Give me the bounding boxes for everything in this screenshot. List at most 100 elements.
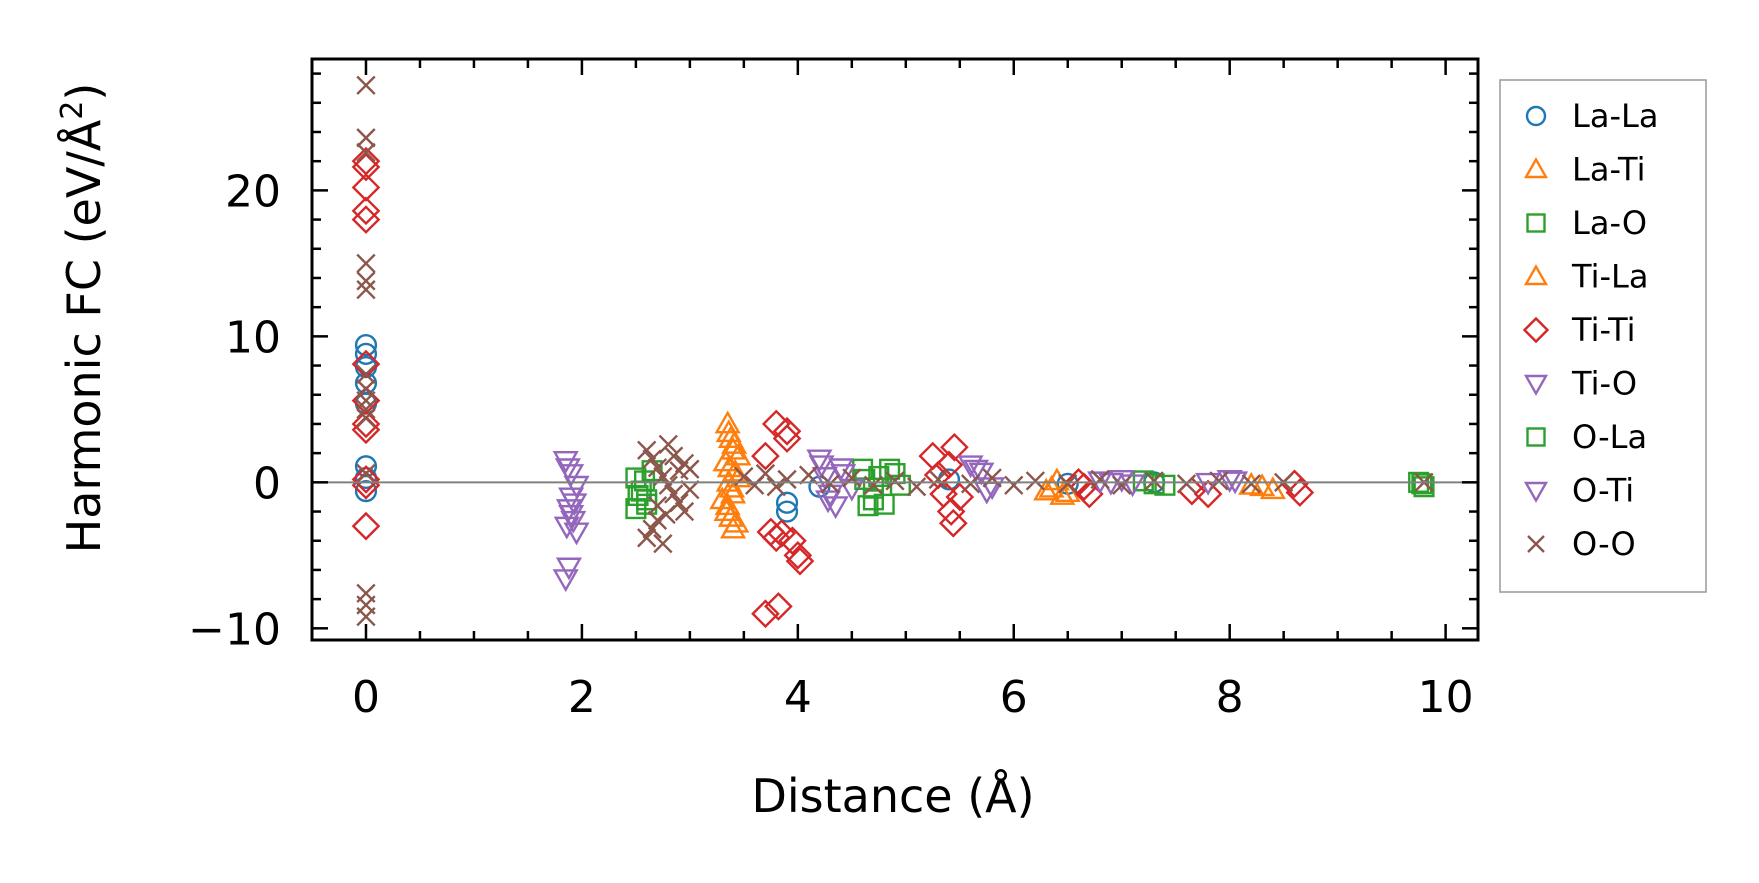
y-tick-labels: −10 0 10 20 [188,166,281,655]
data-point-ti-la [1038,474,1065,498]
y-tick-label: −10 [188,604,281,655]
data-point-ti-ti [751,599,780,629]
data-point-ti-o [957,455,984,479]
data-point-la-ti [1049,482,1076,505]
data-point-o-o [658,475,678,495]
legend-marker-la-ti [1523,157,1549,179]
data-point-o-ti [553,516,580,540]
series-la-o [625,458,1435,520]
x-tick-label: 8 [1216,672,1244,723]
y-tick-label: 0 [253,458,281,509]
plot-area [351,75,1435,629]
x-tick-labels: 0 2 4 6 8 10 [352,672,1474,723]
data-point-o-o [647,458,668,478]
data-point-o-o [1112,475,1132,495]
data-point-o-o [356,75,376,95]
data-point-o-ti [814,490,842,514]
data-point-o-ti [561,493,588,517]
legend-label: O-La [1572,418,1647,456]
data-point-ti-la [721,430,748,454]
data-point-la-ti [719,436,747,460]
data-point-la-o [1154,474,1176,496]
data-point-o-o [356,390,376,411]
data-point-la-la [775,500,799,523]
y-axis-title: Harmonic FC (eV/Å2) [55,83,111,554]
data-point-o-o [842,468,862,488]
data-point-ti-o [552,450,579,474]
data-point-o-la [879,458,901,480]
legend-box [1499,79,1707,593]
legend-label: Ti-La [1571,258,1648,296]
legend-marker-la-la [1525,105,1547,127]
data-point-o-o [356,128,376,148]
data-point-ti-ti [1285,478,1315,507]
data-point-la-la [354,480,378,503]
y-axis-title-close: ) [57,83,111,101]
data-point-ti-la [1249,473,1276,497]
data-point-ti-la [723,509,750,533]
data-point-ti-ti [785,546,815,576]
series-o-la [627,458,1433,515]
y-tick-label: 20 [225,166,281,217]
legend-label: Ti-Ti [1571,311,1636,349]
legend-label: La-La [1572,97,1658,135]
x-tick-label: 0 [352,672,380,723]
data-point-ti-ti [934,450,964,480]
data-point-la-la [354,334,378,357]
data-point-ti-ti [351,465,381,494]
data-point-o-o [356,463,376,484]
data-point-o-ti [558,505,585,528]
data-point-ti-o [555,557,583,581]
data-point-o-o [1004,475,1024,495]
series-ti-la [713,419,1276,533]
axis-ticks [310,59,1478,640]
data-point-o-o [356,142,376,163]
data-point-o-la [1143,473,1165,495]
data-point-la-la [775,491,799,514]
y-tick-label: 10 [225,312,281,363]
data-point-o-ti [554,458,581,482]
data-point-ti-ti [772,416,802,446]
series-o-o [356,75,1434,627]
data-point-la-la [354,342,378,365]
data-point-o-o [637,528,657,548]
legend-marker-o-ti [1523,481,1549,503]
data-point-ti-o [563,475,590,499]
data-point-o-o [664,484,684,504]
data-point-o-o [906,477,927,497]
data-point-o-o [674,453,695,474]
data-point-o-o [1176,474,1197,494]
legend-marker-ti-la [1523,264,1549,286]
data-point-ti-la [716,454,743,478]
legend-label: Ti-O [1571,365,1637,403]
series-ti-ti [351,146,1315,629]
data-point-la-la [354,455,378,478]
data-point-o-o [647,510,668,530]
data-point-o-o [356,364,376,384]
data-point-ti-o [1216,469,1243,493]
data-point-ti-ti [772,424,802,453]
data-point-ti-ti [938,508,968,538]
data-point-la-ti [725,442,752,466]
x-axis-title: Distance (Å) [751,769,1034,823]
data-point-ti-la [713,498,740,521]
data-point-o-o [1025,471,1045,491]
data-point-o-la [854,468,876,490]
legend-marker-ti-o [1523,374,1549,396]
legend-label: O-O [1572,525,1636,563]
data-point-o-la [1411,473,1433,495]
plot-frame [310,57,1480,642]
x-tick-label: 10 [1418,672,1474,723]
legend-marker-ti-ti [1522,316,1550,344]
data-point-ti-o [1195,472,1222,496]
x-tick-label: 4 [784,672,812,723]
data-point-ti-ti [783,540,813,570]
data-point-ti-o [563,522,590,546]
data-point-o-o [664,446,684,466]
x-tick-label: 2 [568,672,596,723]
data-point-o-o [755,463,776,484]
data-point-la-o [873,493,895,515]
data-point-ti-ti [1193,479,1223,509]
data-point-la-o [868,465,890,488]
